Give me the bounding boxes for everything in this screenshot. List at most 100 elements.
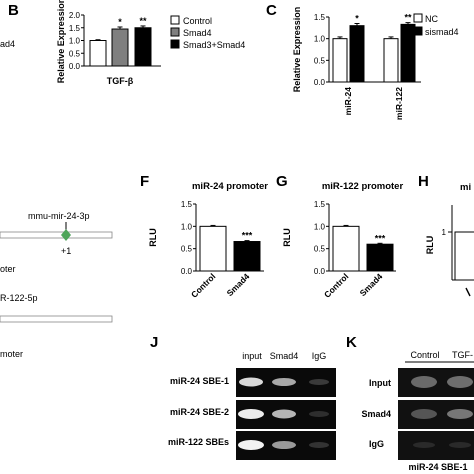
gel-j-band bbox=[272, 441, 296, 449]
panel-h-fragment: mi RLU 1 bbox=[425, 182, 474, 297]
category-label: miR-122 bbox=[394, 87, 404, 120]
gel-k: Control TGF- Input Smad4 IgG miR-24 SBE-… bbox=[361, 350, 474, 472]
gel-j-band bbox=[309, 442, 329, 448]
gel-k-band bbox=[449, 442, 471, 448]
panel-h-bar-fragment bbox=[454, 231, 474, 281]
category-label: miR-24 bbox=[343, 87, 353, 116]
gel-k-band bbox=[447, 376, 473, 388]
gel-k-band bbox=[447, 409, 473, 419]
panel-k-letter: K bbox=[346, 334, 357, 351]
panel-g-letter: G bbox=[276, 173, 288, 190]
gel-k-row-igg: IgG bbox=[369, 439, 384, 449]
gel-j-row-3: miR-122 SBEs bbox=[168, 437, 229, 447]
y-tick-label: 0.5 bbox=[314, 245, 326, 254]
mir24-gene-marker-icon bbox=[61, 229, 71, 241]
category-label: Smad4 bbox=[358, 271, 385, 298]
mir24-promoter-bar bbox=[0, 231, 113, 239]
gel-k-col-tgf: TGF- bbox=[452, 350, 473, 360]
panel-h-category-fragment bbox=[465, 287, 471, 297]
panel-h-letter: H bbox=[418, 173, 429, 190]
gel-j-row-2: miR-24 SBE-2 bbox=[170, 407, 229, 417]
bar bbox=[111, 28, 129, 67]
y-tick-label: 0.0 bbox=[69, 62, 81, 71]
x-axis-label: TGF-β bbox=[107, 76, 134, 86]
bar bbox=[233, 241, 261, 272]
y-tick-label: 0.0 bbox=[314, 267, 326, 276]
bar bbox=[332, 225, 360, 272]
bar bbox=[400, 23, 416, 83]
gel-k-band bbox=[411, 376, 437, 388]
significance-label: *** bbox=[242, 231, 253, 241]
y-tick-label: 0.0 bbox=[314, 78, 326, 87]
panel-j-letter: J bbox=[150, 334, 158, 351]
panel-h-title-fragment: mi bbox=[460, 182, 471, 193]
y-axis-label: RLU bbox=[282, 228, 292, 247]
y-axis-label: Relative Expression bbox=[292, 7, 302, 93]
gel-j-col-input: input bbox=[242, 351, 262, 361]
panel-a-fragment: ad4 bbox=[0, 39, 15, 49]
bar bbox=[89, 40, 107, 67]
chart-f-mir24-promoter: 0.0 0.5 1.0 1.5 RLU miR-24 promoter Control ***… bbox=[148, 181, 268, 300]
tss-plus-one: +1 bbox=[61, 246, 71, 256]
gel-k-row-input: Input bbox=[369, 378, 391, 388]
bar bbox=[366, 243, 394, 272]
gel-k-band bbox=[413, 442, 435, 448]
gel-j-band bbox=[239, 377, 263, 387]
panel-c-letter: C bbox=[266, 2, 277, 19]
gel-k-row-smad4: Smad4 bbox=[361, 409, 391, 419]
category-label: Smad4 bbox=[225, 271, 252, 298]
panel-h-tick-label-1: 1 bbox=[442, 228, 447, 237]
legend-label: Smad3+Smad4 bbox=[183, 40, 245, 50]
y-tick-label: 1.0 bbox=[69, 37, 81, 46]
bar bbox=[332, 38, 348, 83]
gel-j-band bbox=[272, 409, 296, 419]
y-tick-label: 0.5 bbox=[69, 49, 81, 58]
chart-c-relative-expression: 0.0 0.5 1.0 1.5 Relative Expression * miR-24 **… bbox=[292, 7, 459, 120]
gel-k-col-control: Control bbox=[410, 350, 439, 360]
bar bbox=[349, 25, 365, 83]
mir122-gene-label: R-122-5p bbox=[0, 293, 38, 303]
y-tick-label: 0.5 bbox=[181, 245, 193, 254]
gel-j-band bbox=[309, 411, 329, 417]
gel-k-band bbox=[411, 409, 437, 419]
y-tick-label: 2.0 bbox=[69, 11, 81, 20]
gel-j-col-smad4: Smad4 bbox=[270, 351, 299, 361]
legend-label: Control bbox=[183, 16, 212, 26]
y-tick-label: 0.0 bbox=[181, 267, 193, 276]
panel-b-letter: B bbox=[8, 2, 19, 19]
gel-j: input Smad4 IgG miR-24 SBE-1 miR-24 SBE-… bbox=[168, 351, 336, 460]
chart-title: miR-122 promoter bbox=[322, 181, 404, 192]
legend-swatch bbox=[170, 15, 180, 25]
y-tick-label: 1.0 bbox=[314, 35, 326, 44]
gel-j-band bbox=[238, 409, 264, 419]
gel-j-col-igg: IgG bbox=[312, 351, 327, 361]
mir24-gene-label: mmu-mir-24-3p bbox=[28, 211, 90, 221]
significance-label: * bbox=[118, 17, 122, 27]
y-tick-label: 1.5 bbox=[181, 200, 193, 209]
legend-label: NC bbox=[425, 14, 438, 24]
panel-h-ylabel: RLU bbox=[425, 236, 435, 255]
category-label: Control bbox=[189, 271, 217, 299]
y-tick-label: 1.0 bbox=[181, 222, 193, 231]
panel-f-letter: F bbox=[140, 173, 149, 190]
legend-swatch bbox=[413, 13, 423, 23]
chart-g-mir122-promoter: 0.0 0.5 1.0 1.5 RLU miR-122 promoter Control **… bbox=[282, 181, 403, 300]
significance-label: * bbox=[355, 14, 359, 24]
y-tick-label: 1.0 bbox=[314, 222, 326, 231]
significance-label: ** bbox=[404, 13, 412, 23]
legend-swatch bbox=[170, 39, 180, 49]
gel-j-band bbox=[238, 440, 264, 450]
gel-j-band bbox=[309, 379, 329, 385]
y-tick-label: 1.5 bbox=[69, 24, 81, 33]
bar bbox=[134, 27, 152, 67]
bar bbox=[383, 38, 399, 83]
category-label: Control bbox=[322, 271, 350, 299]
promoter-diagram: mmu-mir-24-3p +1 oter R-122-5p moter bbox=[0, 211, 113, 359]
promoter-label-2: moter bbox=[0, 349, 23, 359]
chart-title: miR-24 promoter bbox=[192, 181, 268, 192]
y-tick-label: 1.5 bbox=[314, 200, 326, 209]
y-tick-label: 0.5 bbox=[314, 56, 326, 65]
gel-j-row-1: miR-24 SBE-1 bbox=[170, 376, 229, 386]
significance-label: *** bbox=[375, 233, 386, 243]
